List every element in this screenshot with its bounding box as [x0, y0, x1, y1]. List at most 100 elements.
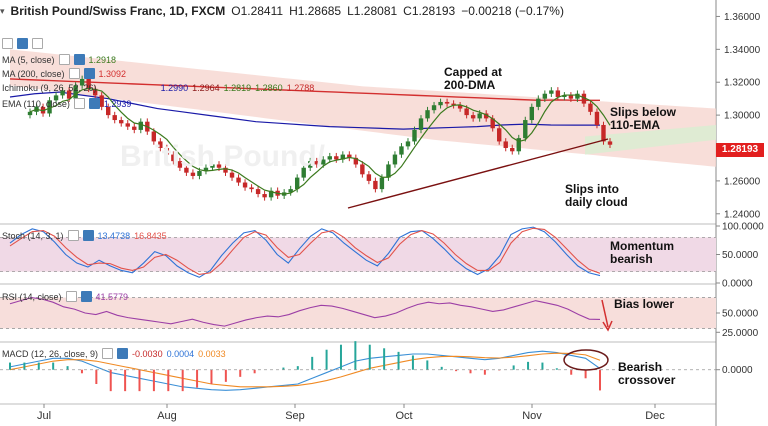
legend-ma5-label: MA (5, close): [2, 54, 55, 65]
annotation-momentum: Momentum bearish: [610, 240, 674, 266]
arrow-down-icon: [601, 299, 609, 328]
candle-body: [562, 95, 567, 98]
chevron-icon[interactable]: ▾: [0, 5, 5, 16]
series-line-0: [9, 226, 601, 278]
candle-body: [529, 106, 534, 121]
eye-icon[interactable]: [65, 291, 77, 302]
legend-stoch-d: 16.8435: [134, 230, 167, 241]
symbol-title: British Pound/Swiss Franc, 1D, FXCM: [10, 4, 226, 18]
settings-icon[interactable]: [73, 54, 85, 65]
candle-body: [164, 148, 170, 155]
legend-ichimoku[interactable]: Ichimoku (9, 26, 52, 26) 1.2990 1.2964 1…: [2, 83, 314, 93]
candle-body: [503, 141, 508, 148]
candle-body: [314, 161, 319, 165]
candle-body: [132, 126, 137, 130]
candle-body: [262, 194, 267, 198]
price-tick-label: 1.26000: [724, 176, 761, 187]
ohlc-low: L1.28081: [347, 4, 398, 18]
candle-body: [418, 118, 424, 130]
candle-body: [125, 123, 130, 127]
osc-tick-label: 100.0000: [722, 222, 764, 233]
candle-body: [340, 154, 346, 160]
legend-macd-hist: -0.0030: [132, 348, 163, 359]
candle-body: [464, 108, 469, 116]
legend-ma200-value: 1.3092: [98, 68, 127, 79]
series-line-1: [9, 352, 601, 388]
time-tick-label: Nov: [522, 410, 542, 422]
legend-stoch[interactable]: Stoch (14, 3, 1) 13.4738 16.8435: [2, 230, 167, 241]
candle-body: [294, 177, 300, 190]
settings-icon[interactable]: [88, 98, 100, 109]
candle-body: [379, 177, 385, 190]
eye-icon[interactable]: [73, 98, 85, 109]
settings-icon[interactable]: [117, 348, 129, 359]
candle-body: [106, 106, 111, 116]
ohlc-close: C1.28193: [403, 4, 456, 18]
eye-icon[interactable]: [58, 54, 70, 65]
time-tick-label: Aug: [157, 410, 177, 422]
legend-stoch-k: 13.4738: [97, 230, 131, 241]
candle-body: [92, 88, 98, 96]
ichimoku-value-5: 1.2788: [286, 83, 315, 93]
ichimoku-controls: [2, 38, 43, 49]
candle-body: [53, 95, 59, 101]
candle-body: [308, 161, 313, 168]
candle-body: [177, 161, 183, 168]
osc-tick-label: 0.0000: [722, 279, 753, 290]
candle-body: [171, 154, 176, 162]
last-price-tag: 1.28193: [716, 143, 764, 157]
annotation-bias-text: Bias lower: [614, 297, 675, 311]
ma200-line: [9, 78, 600, 102]
eye-icon[interactable]: [2, 38, 13, 49]
candle-body: [594, 111, 600, 125]
price-tick-label: 1.36000: [724, 12, 761, 23]
settings-icon[interactable]: [80, 291, 92, 302]
candle-body: [66, 90, 72, 99]
ma5-line: [29, 87, 611, 195]
price-tick-label: 1.32000: [724, 78, 761, 89]
annotation-slips-cloud: Slips into daily cloud: [565, 183, 628, 209]
eye-icon[interactable]: [102, 348, 114, 359]
legend-stoch-label: Stoch (14, 3, 1): [2, 230, 64, 241]
candle-body: [444, 101, 450, 104]
candle-body: [301, 167, 306, 178]
candle-body: [151, 131, 157, 142]
ichimoku-value-1: 1.2990: [160, 83, 189, 93]
eye-icon[interactable]: [68, 68, 80, 79]
candle-body: [490, 118, 495, 129]
legend-macd-signal: 0.0033: [198, 348, 226, 359]
candle-body: [575, 93, 580, 99]
legend-ema110[interactable]: EMA (110, close) 1.2939: [2, 98, 131, 109]
settings-icon[interactable]: [82, 230, 94, 241]
chart-header: ▾ British Pound/Swiss Franc, 1D, FXCM O1…: [0, 0, 564, 22]
ohlc-change: −0.00218 (−0.17%): [461, 4, 564, 18]
settings-icon[interactable]: [83, 68, 95, 79]
eye-icon[interactable]: [67, 230, 79, 241]
candle-body: [79, 78, 85, 86]
legend-rsi-value: 41.5779: [95, 291, 129, 302]
osc-tick-label: 50.0000: [722, 309, 759, 320]
close-icon[interactable]: [32, 38, 43, 49]
candle-body: [210, 164, 215, 168]
annotation-capped-text: Capped at 200-DMA: [444, 65, 503, 92]
candle-body: [112, 115, 117, 121]
candle-body: [327, 156, 332, 160]
candle-body: [249, 187, 254, 190]
legend-rsi[interactable]: RSI (14, close) 41.5779: [2, 291, 128, 302]
candle-body: [229, 172, 235, 178]
legend-macd[interactable]: MACD (12, 26, close, 9) -0.0030 0.0004 0…: [2, 348, 226, 359]
legend-ma5-value: 1.2918: [88, 54, 117, 65]
settings-icon[interactable]: [17, 38, 28, 49]
trendline: [347, 138, 609, 209]
legend-ma5[interactable]: MA (5, close) 1.2918: [2, 54, 116, 65]
candle-body: [392, 154, 398, 165]
price-tick-label: 1.24000: [724, 209, 761, 220]
candle-body: [321, 159, 326, 165]
candle-body: [399, 146, 404, 155]
legend-ema110-value: 1.2939: [103, 98, 132, 109]
legend-ma200[interactable]: MA (200, close) 1.3092: [2, 68, 126, 79]
candle-body: [366, 174, 372, 181]
candle-body: [268, 190, 274, 198]
candle-body: [523, 120, 528, 139]
